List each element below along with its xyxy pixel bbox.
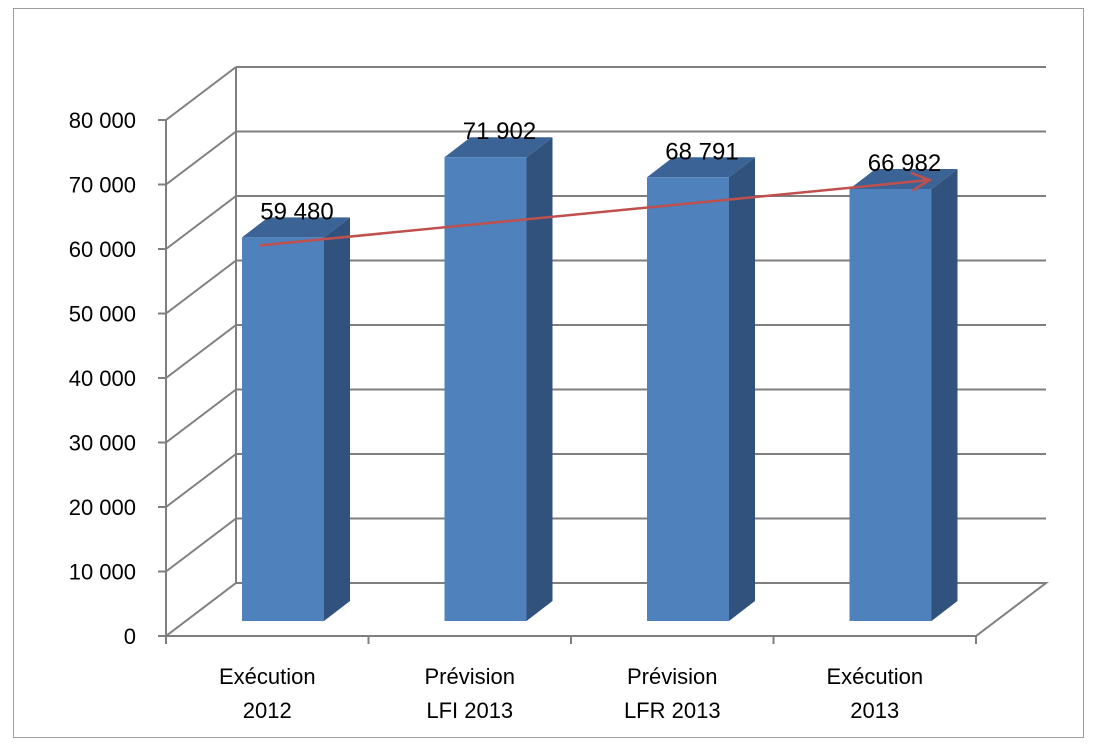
x-tick-label: Prévision LFI 2013 <box>425 664 515 723</box>
x-tick-label: Exécution 2013 <box>826 664 923 723</box>
trend-arrow <box>259 171 933 247</box>
y-tick-label: 80 000 <box>69 108 136 133</box>
bar-side <box>729 157 755 622</box>
bar <box>849 188 932 621</box>
y-axis: 0 10 000 20 000 30 000 40 000 50 000 60 000 70 … <box>69 108 167 649</box>
gridline-side <box>165 259 237 315</box>
gridline-side <box>165 130 237 186</box>
bar <box>444 157 527 621</box>
y-tick-label: 50 000 <box>69 302 136 327</box>
y-tick-label: 10 000 <box>69 560 136 585</box>
bar-side <box>931 168 958 621</box>
bar-side <box>526 137 553 621</box>
y-tick-label: 0 <box>124 624 136 649</box>
x-tick-label: Prévision LFR 2013 <box>624 664 721 723</box>
gridline-side <box>165 324 237 379</box>
y-tick-label: 30 000 <box>69 431 136 456</box>
trend-arrow-head <box>910 171 933 192</box>
bar-top <box>647 157 755 178</box>
bars <box>242 137 958 622</box>
trend-arrow-line <box>259 178 930 247</box>
y-tick-label: 70 000 <box>69 173 136 198</box>
data-label: 66 982 <box>868 150 941 177</box>
data-label: 71 902 <box>463 118 536 145</box>
x-tick-label: Exécution 2012 <box>219 664 316 723</box>
bar <box>242 237 324 621</box>
y-tick-label: 60 000 <box>69 237 136 262</box>
floor-outline <box>165 582 1049 637</box>
data-label: 68 791 <box>665 138 738 165</box>
x-axis: Exécution 2012 Prévision LFI 2013 Prévision L… <box>165 635 977 723</box>
data-labels: 59 480 71 902 68 791 66 982 <box>260 118 941 225</box>
gridline-side <box>165 388 237 444</box>
gridline-side <box>165 66 237 121</box>
bar <box>647 177 729 622</box>
bar-top <box>242 217 350 238</box>
bar-top <box>444 137 553 158</box>
gridline-side <box>165 517 237 573</box>
y-tick-label: 40 000 <box>69 366 136 391</box>
y-tick-label: 20 000 <box>69 495 136 520</box>
gridline-side <box>165 195 237 250</box>
bar-side <box>324 217 350 621</box>
gridline-side <box>165 453 237 508</box>
data-label: 59 480 <box>260 198 333 225</box>
